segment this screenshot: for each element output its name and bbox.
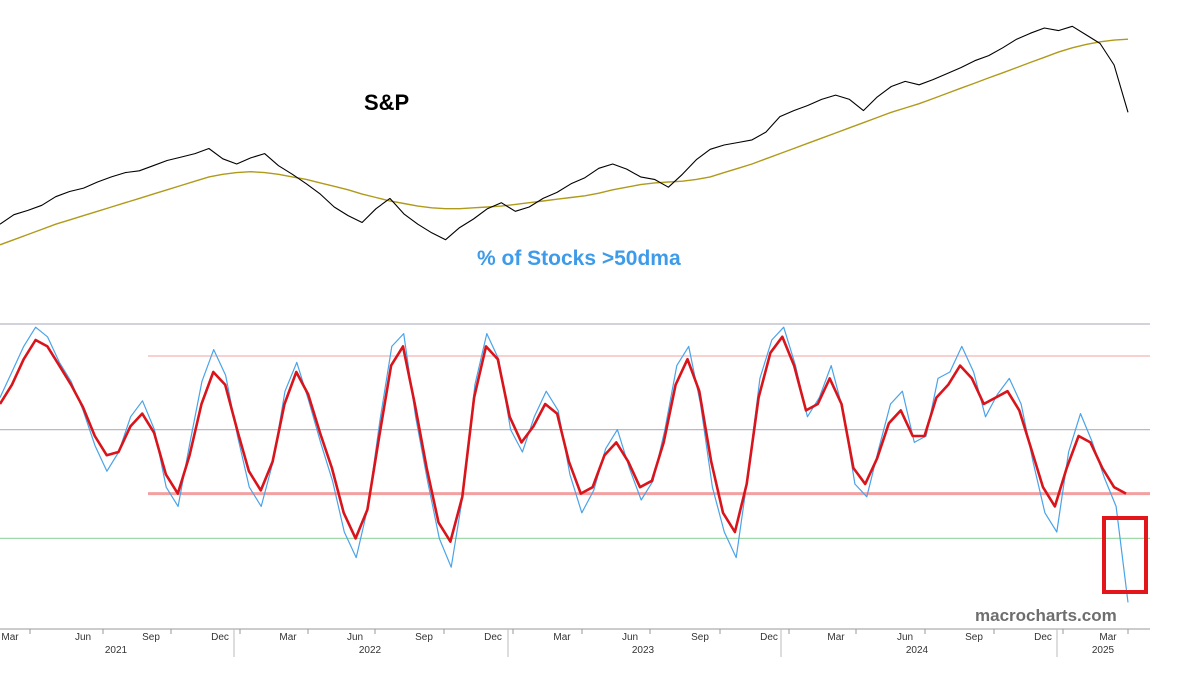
highlight-box [1102, 516, 1148, 594]
year-label: 2021 [105, 645, 128, 656]
year-label: 2022 [359, 645, 382, 656]
spx-price-line [0, 25, 1129, 241]
x-tick-label: Jun [897, 632, 913, 643]
reference-lines [0, 323, 1150, 540]
x-tick-label: Jun [622, 632, 638, 643]
x-tick-label: Jun [75, 632, 91, 643]
spx-title: S&P [364, 90, 410, 115]
year-label: 2025 [1092, 645, 1115, 656]
x-tick-label: Mar [827, 632, 845, 643]
x-tick-label: Sep [965, 632, 983, 643]
year-label: 2024 [906, 645, 929, 656]
x-tick-label: Mar [553, 632, 571, 643]
x-tick-label: Dec [484, 632, 502, 643]
x-tick-label: Sep [415, 632, 433, 643]
breadth-smoothed-line [0, 335, 1127, 543]
x-axis: Mar Jun Sep Dec Mar Jun Sep Dec Mar Jun Sep Dec Mar J… [0, 628, 1150, 657]
x-tick-label: Sep [142, 632, 160, 643]
year-label: 2023 [632, 645, 655, 656]
x-tick-label: Mar [1099, 632, 1117, 643]
spx-200dma-line [0, 38, 1129, 246]
x-tick-label: Dec [211, 632, 229, 643]
watermark: macrocharts.com [975, 606, 1117, 625]
spx-panel [0, 25, 1129, 246]
x-tick-label: Dec [760, 632, 778, 643]
breadth-panel [0, 326, 1129, 603]
x-tick-label: Mar [1, 632, 19, 643]
x-tick-label: Dec [1034, 632, 1052, 643]
breadth-title: % of Stocks >50dma [477, 247, 681, 270]
x-tick-label: Jun [347, 632, 363, 643]
x-tick-label: Mar [279, 632, 297, 643]
x-tick-label: Sep [691, 632, 709, 643]
